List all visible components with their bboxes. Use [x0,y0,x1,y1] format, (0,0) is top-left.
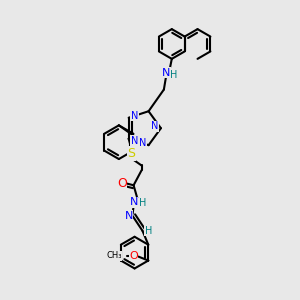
Text: N: N [131,111,138,121]
Text: O: O [129,250,138,261]
Text: N: N [124,211,133,221]
Text: S: S [128,147,136,160]
Text: H: H [139,198,146,208]
Text: O: O [117,177,127,190]
Text: H: H [170,70,178,80]
Text: N: N [131,136,138,146]
Text: N: N [139,138,146,148]
Text: N: N [129,197,138,207]
Text: H: H [145,226,152,236]
Text: N: N [151,121,159,131]
Text: N: N [162,68,170,78]
Text: CH₃: CH₃ [106,251,122,260]
